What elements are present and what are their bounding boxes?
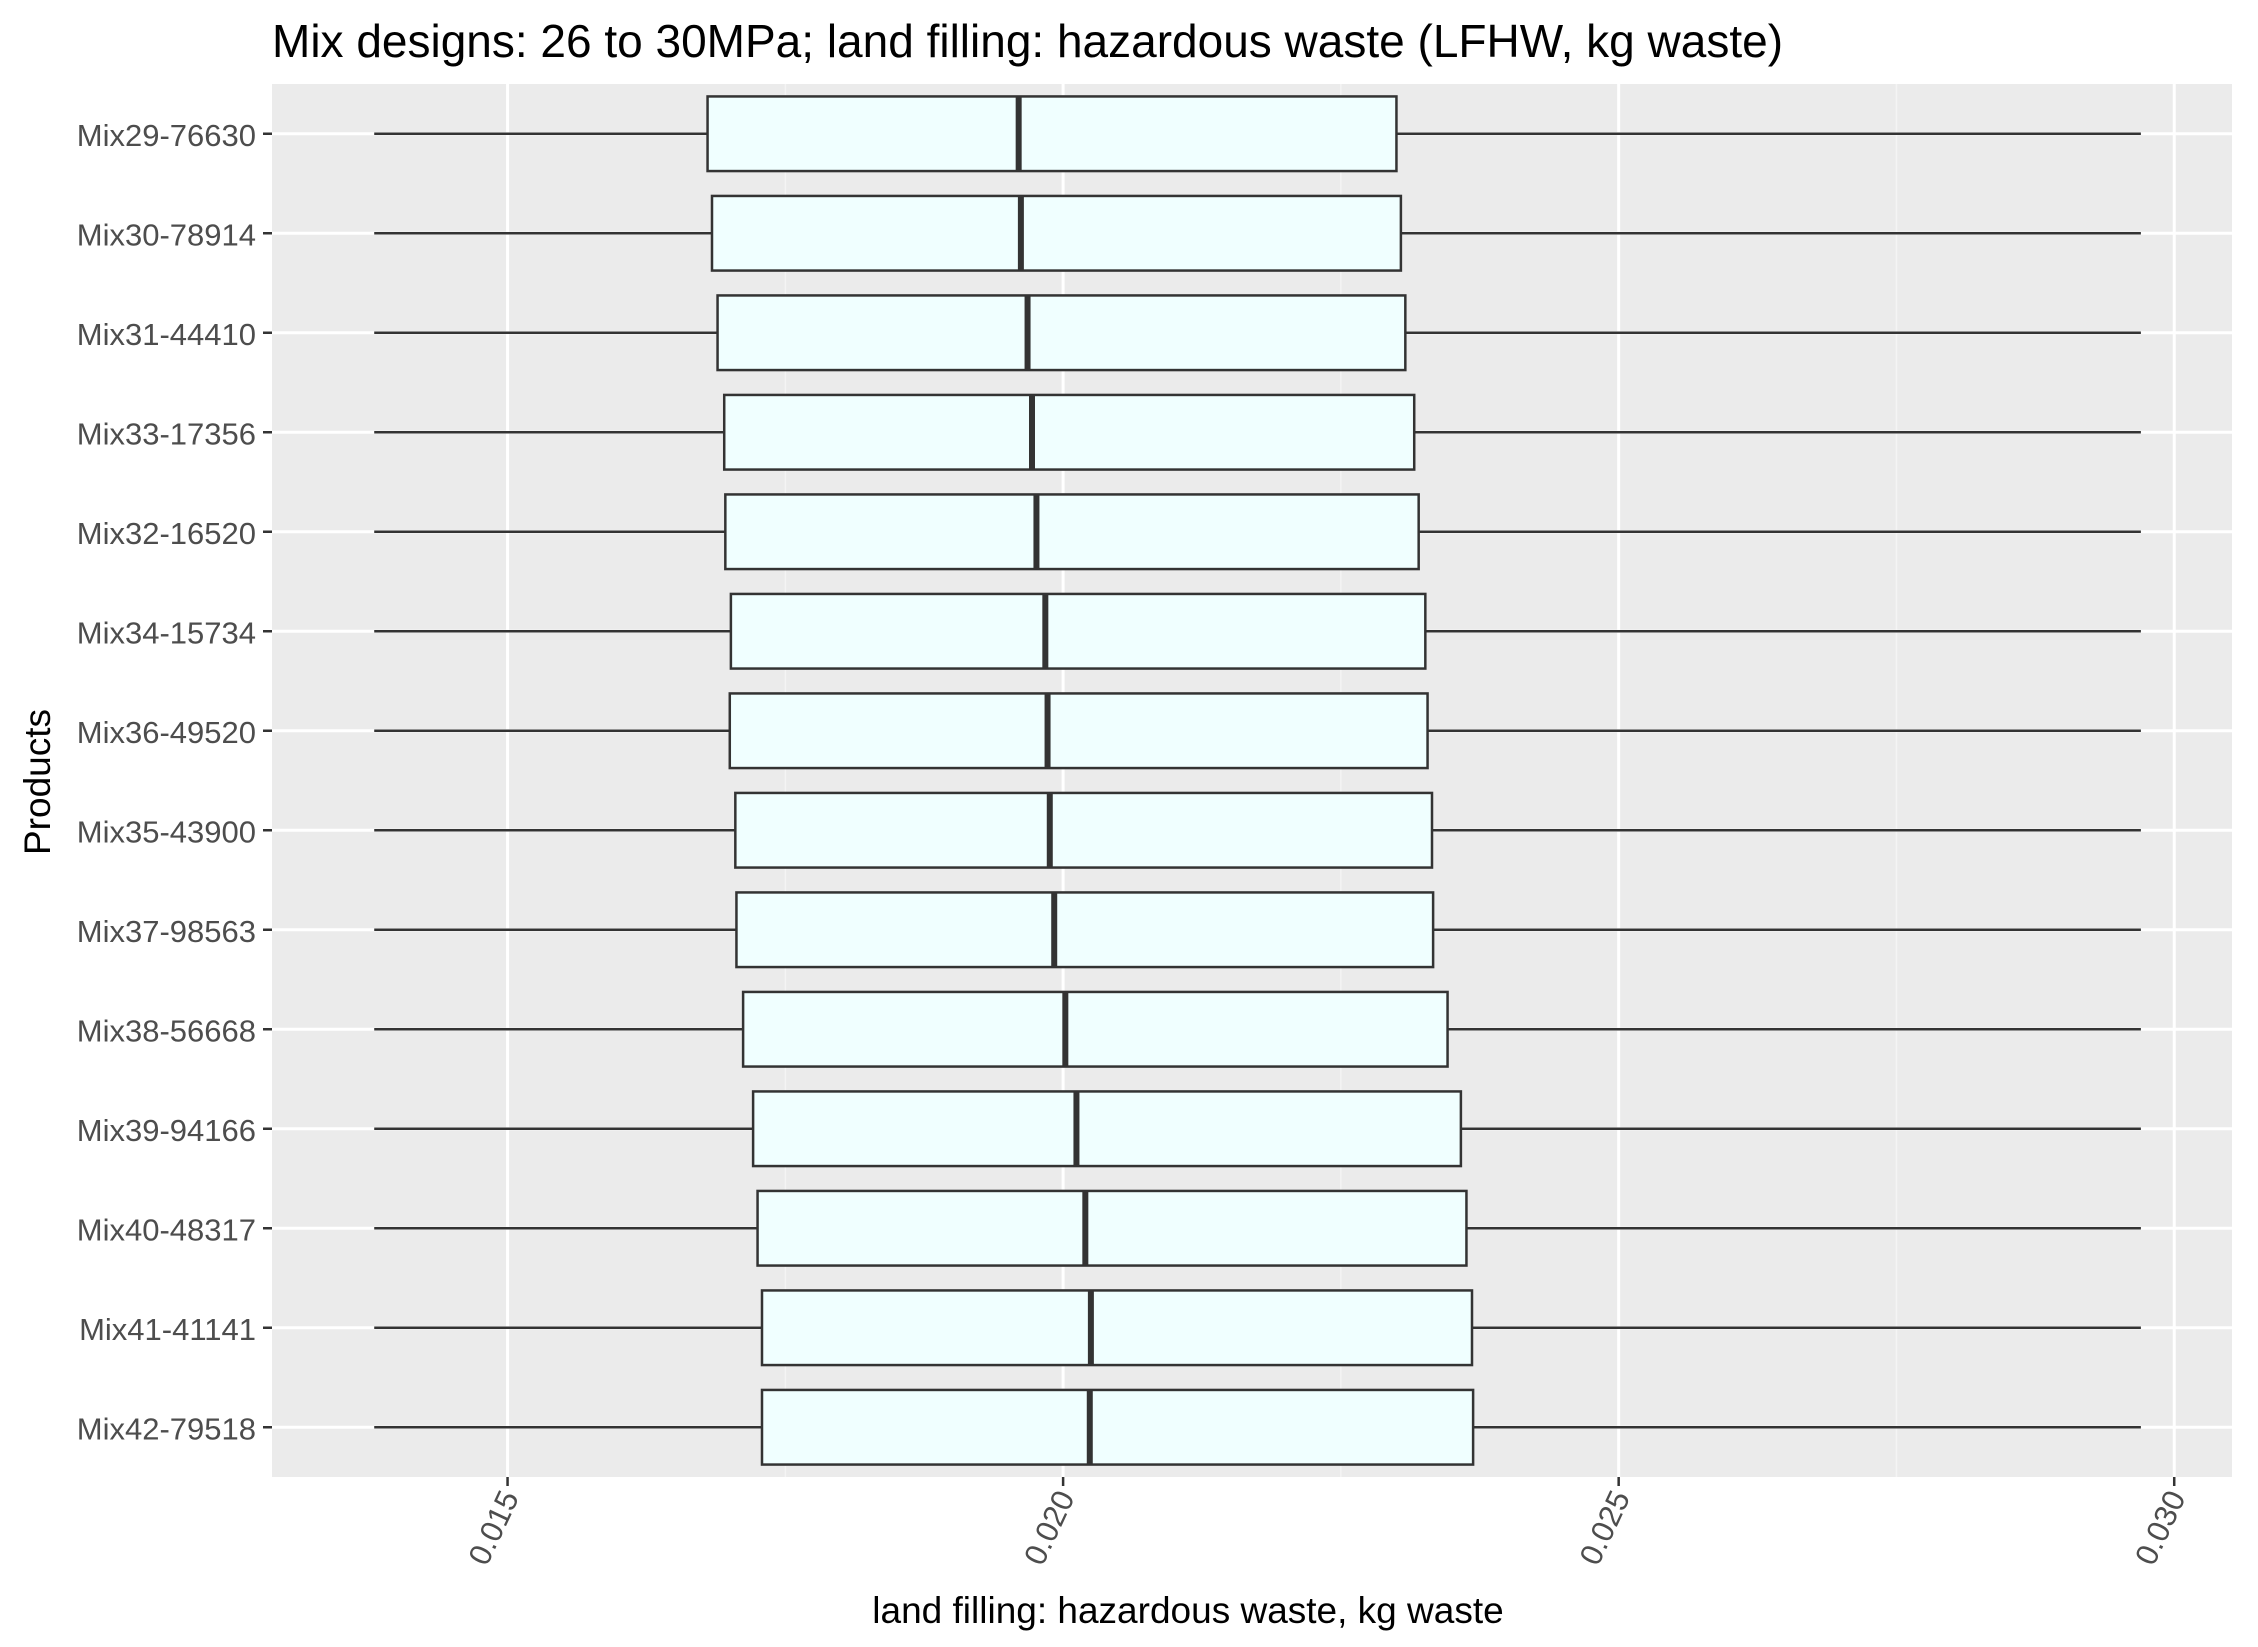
y-tick-label: Mix31-44410 (77, 317, 256, 352)
box-iqr (734, 791, 1434, 869)
y-tick-label: Mix32-16520 (77, 516, 256, 551)
box-Mix42-79518 (374, 1388, 2141, 1466)
boxes (374, 95, 2141, 1466)
box-iqr (735, 891, 1435, 969)
box-Mix36-49520 (374, 692, 2141, 770)
x-tick-label: 0.030 (2128, 1485, 2193, 1570)
x-axis: 0.015 0.020 0.025 0.030 (461, 1477, 2193, 1570)
box-Mix30-78914 (374, 194, 2141, 272)
x-tick-label: 0.025 (1573, 1485, 1638, 1570)
y-tick-label: Mix42-79518 (77, 1411, 256, 1446)
box-Mix39-94166 (374, 1090, 2141, 1168)
box-iqr (729, 592, 1427, 670)
y-tick-label: Mix37-98563 (77, 914, 256, 949)
y-tick-label: Mix38-56668 (77, 1013, 256, 1048)
box-iqr (741, 990, 1449, 1068)
box-iqr (724, 493, 1420, 571)
y-axis: Mix29-76630 Mix30-78914 Mix31-44410 Mix33-1… (77, 118, 272, 1446)
box-iqr (728, 692, 1429, 770)
box-iqr (716, 294, 1407, 372)
box-Mix34-15734 (374, 592, 2141, 670)
y-tick-label: Mix40-48317 (77, 1212, 256, 1247)
y-tick-label: Mix41-41141 (79, 1312, 256, 1347)
x-tick-label: 0.020 (1017, 1485, 1082, 1570)
chart-title: Mix designs: 26 to 30MPa; land filling: … (272, 15, 1784, 67)
y-tick-label: Mix36-49520 (77, 715, 256, 750)
y-axis-title: Products (17, 709, 58, 855)
box-iqr (706, 95, 1398, 173)
y-tick-label: Mix35-43900 (77, 814, 256, 849)
box-Mix38-56668 (374, 990, 2141, 1068)
box-Mix32-16520 (374, 493, 2141, 571)
x-tick-label: 0.015 (461, 1485, 526, 1570)
box-Mix29-76630 (374, 95, 2141, 173)
y-tick-label: Mix30-78914 (77, 217, 256, 252)
y-tick-label: Mix39-94166 (77, 1113, 256, 1148)
box-iqr (760, 1289, 1474, 1367)
box-iqr (756, 1189, 1468, 1267)
y-tick-label: Mix29-76630 (77, 118, 256, 153)
box-Mix41-41141 (374, 1289, 2141, 1367)
y-tick-label: Mix33-17356 (77, 416, 256, 451)
y-tick-label: Mix34-15734 (77, 615, 256, 650)
box-Mix35-43900 (374, 791, 2141, 869)
plot-panel (272, 84, 2232, 1477)
box-Mix37-98563 (374, 891, 2141, 969)
box-iqr (751, 1090, 1463, 1168)
panel-background (272, 84, 2232, 1477)
box-iqr (710, 194, 1403, 272)
box-Mix40-48317 (374, 1189, 2141, 1267)
box-iqr (722, 393, 1416, 471)
box-iqr (760, 1388, 1475, 1466)
box-Mix33-17356 (374, 393, 2141, 471)
box-Mix31-44410 (374, 294, 2141, 372)
x-axis-title: land filling: hazardous waste, kg waste (872, 1590, 1503, 1631)
